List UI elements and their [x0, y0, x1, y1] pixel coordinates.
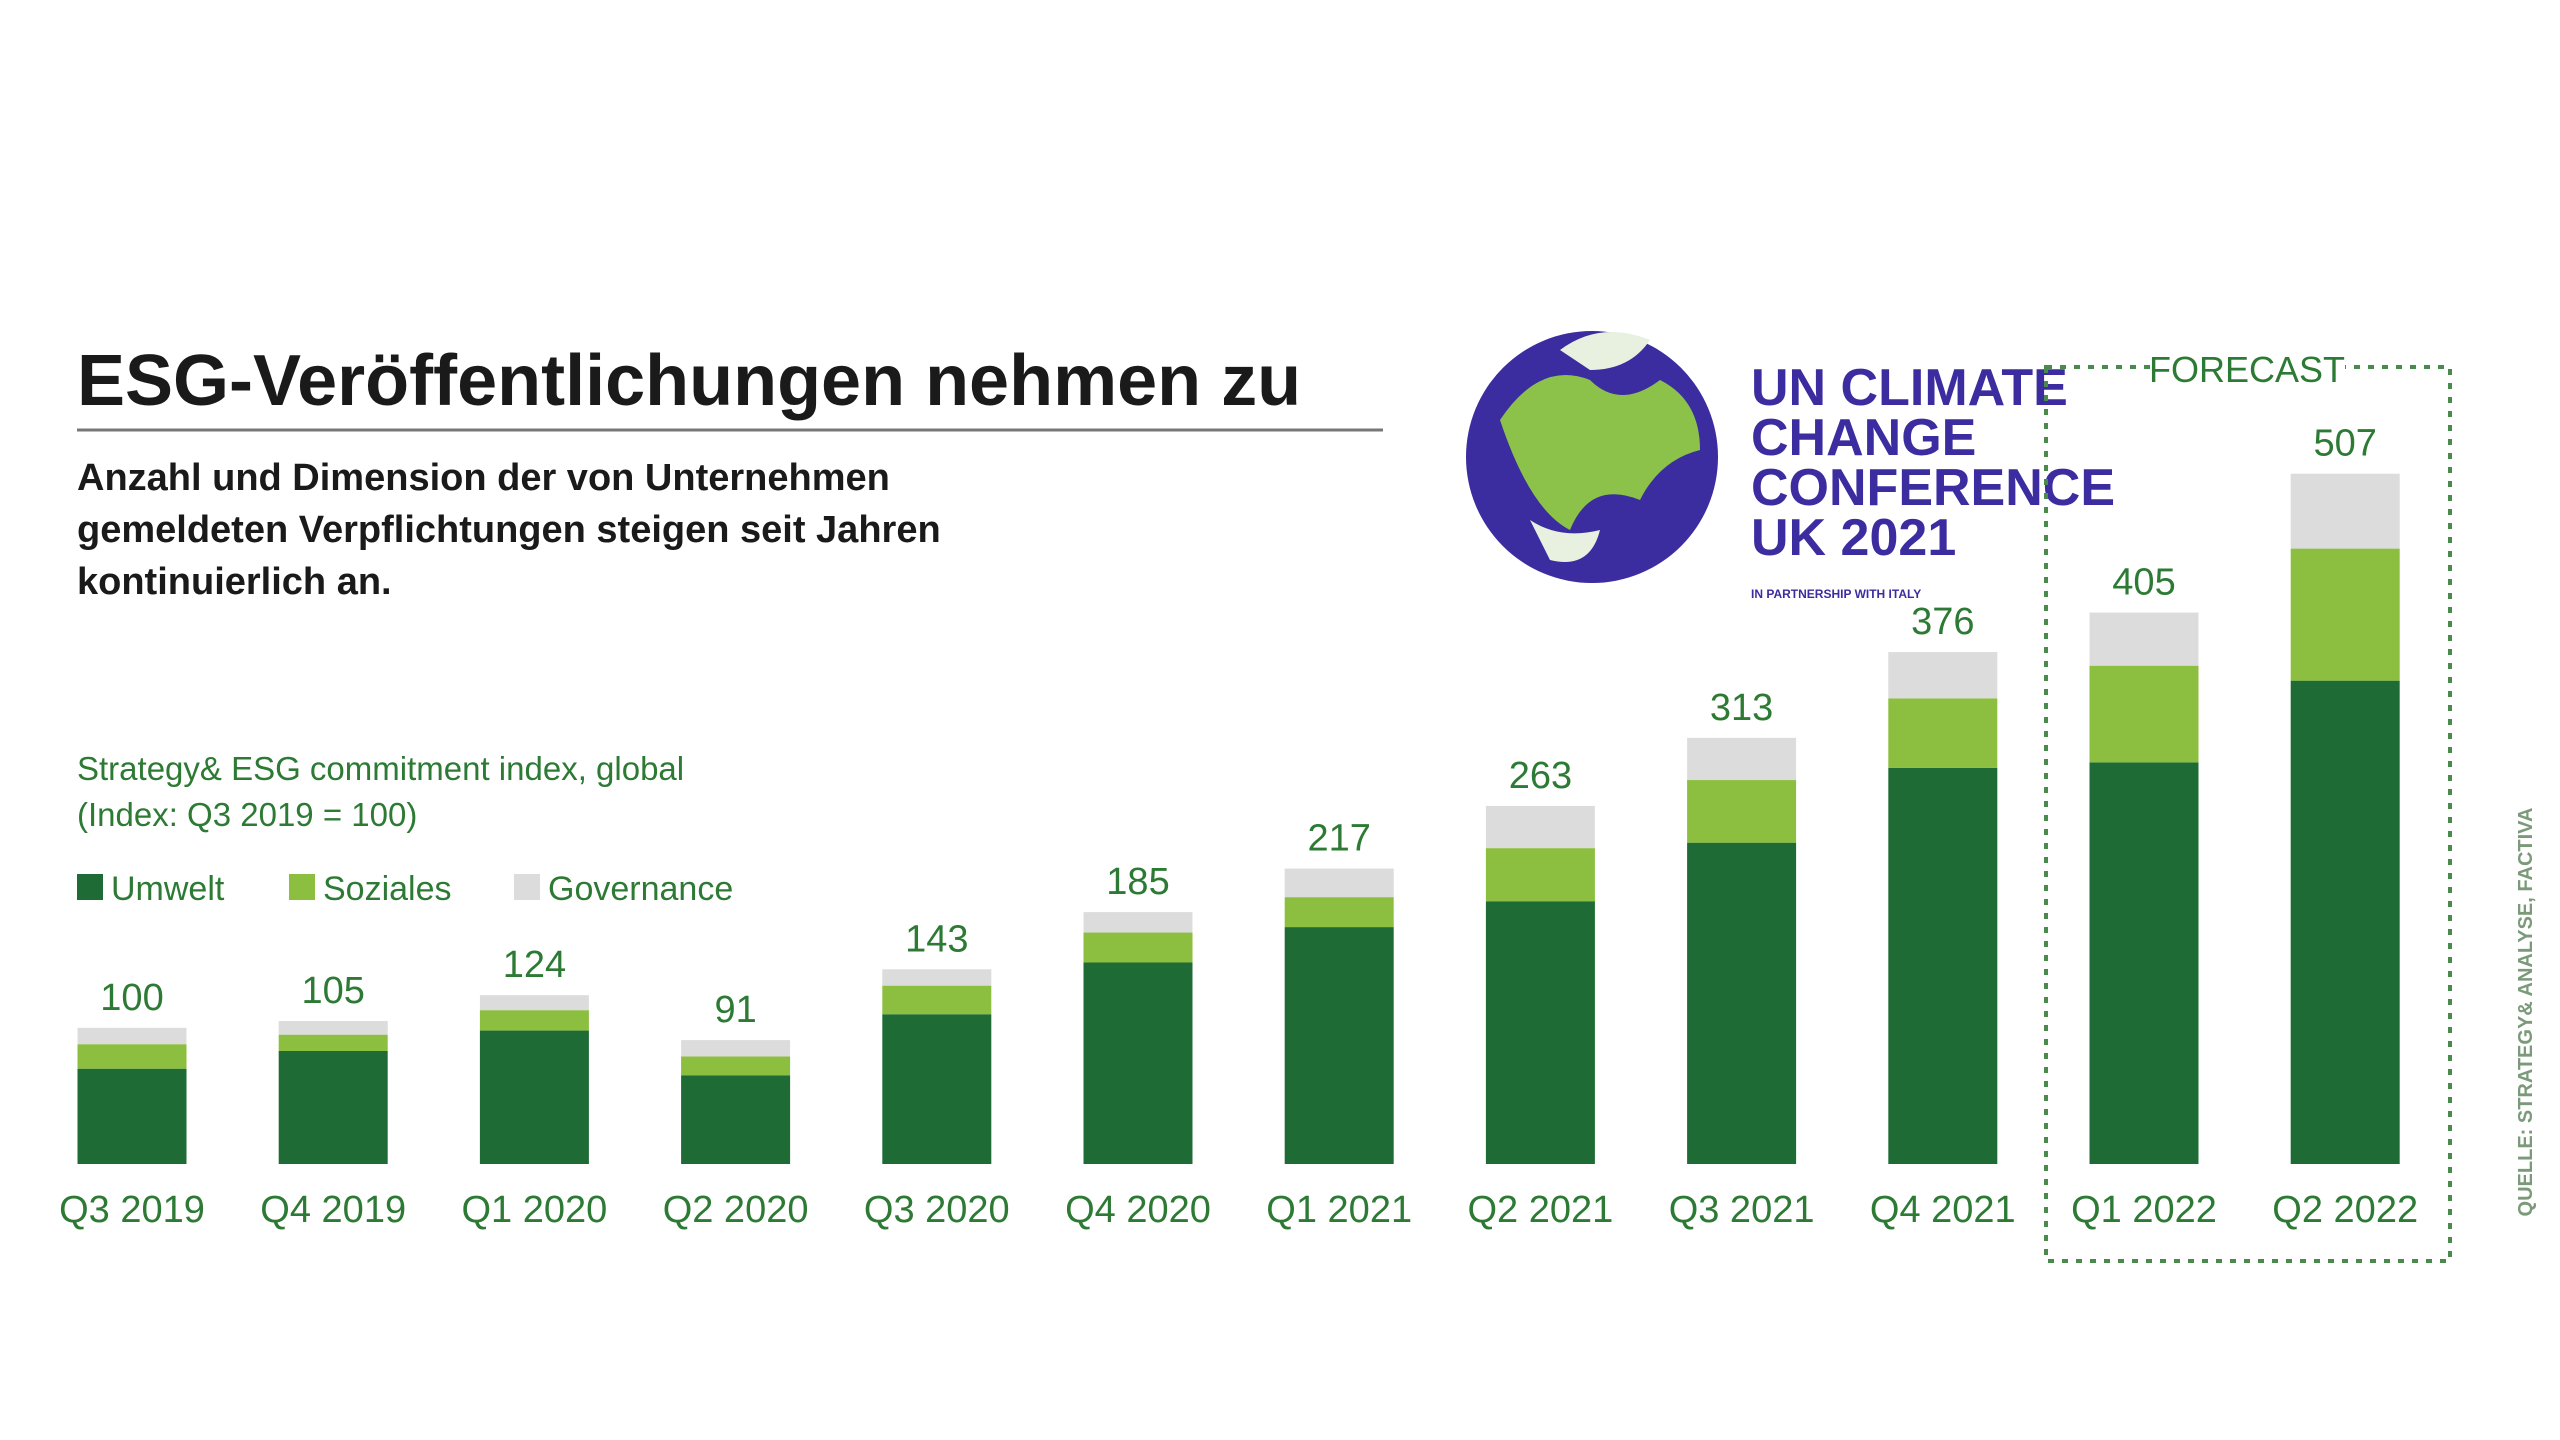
legend-label: Governance	[548, 870, 733, 908]
x-tick-label: Q1 2022	[2071, 1189, 2217, 1231]
bar-segment	[278, 1034, 388, 1051]
x-tick-label: Q3 2020	[864, 1189, 1010, 1231]
bar-segment	[882, 969, 992, 986]
bar-segment	[479, 995, 589, 1011]
bar-segment	[681, 1056, 791, 1076]
logo-text: CHANGE	[1751, 409, 1976, 467]
bar-segment	[1687, 842, 1797, 1164]
bar-segment	[77, 1068, 187, 1164]
x-tick-label: Q4 2021	[1870, 1189, 2016, 1231]
bar-segment	[1485, 848, 1595, 902]
total-label: 124	[503, 944, 566, 986]
x-tick-label: Q2 2021	[1468, 1189, 1614, 1231]
legend-label: Soziales	[323, 870, 452, 908]
bar-segment	[77, 1027, 187, 1045]
x-tick-label: Q2 2020	[663, 1189, 809, 1231]
subtitle: gemeldeten Verpflichtungen steigen seit …	[77, 509, 941, 551]
logo-text: UK 2021	[1751, 509, 1956, 567]
bar-segment	[278, 1021, 388, 1035]
total-label: 100	[100, 977, 163, 1019]
bar-segment	[1888, 698, 1998, 768]
total-label: 105	[301, 970, 364, 1012]
total-label: 217	[1307, 818, 1370, 860]
total-label: 185	[1106, 861, 1169, 903]
bar-segment	[882, 985, 992, 1015]
bar-segment	[1284, 927, 1394, 1164]
bar-segment	[1284, 897, 1394, 928]
globe-cloud	[1530, 332, 1650, 562]
x-tick-label: Q3 2021	[1669, 1189, 1815, 1231]
x-tick-label: Q4 2019	[260, 1189, 406, 1231]
legend-label: Umwelt	[111, 870, 225, 908]
bar-segment	[479, 1010, 589, 1031]
bar-segment	[681, 1075, 791, 1164]
bar-segment	[882, 1014, 992, 1164]
bar-segment	[1888, 652, 1998, 699]
source: QUELLE: STRATEGY& ANALYSE, FACTIVA	[2515, 808, 2537, 1217]
forecast-label: FORECAST	[2149, 349, 2345, 390]
total-label: 263	[1509, 755, 1572, 797]
logo-partner: IN PARTNERSHIP WITH ITALY	[1751, 587, 1921, 601]
logo-text: UN CLIMATE	[1751, 359, 2068, 417]
x-tick-label: Q3 2019	[59, 1189, 205, 1231]
subtitle: Anzahl und Dimension der von Unternehmen	[77, 457, 890, 499]
logo-text: CONFERENCE	[1751, 459, 2115, 517]
bar-segment	[1888, 767, 1998, 1164]
bar-segment	[1485, 901, 1595, 1164]
bar-segment	[1284, 868, 1394, 898]
total-label: 91	[714, 989, 756, 1031]
bar-segment	[1083, 912, 1193, 933]
x-tick-label: Q1 2021	[1266, 1189, 1412, 1231]
index-note: Strategy& ESG commitment index, global	[77, 750, 684, 787]
forecast-label-bg	[2150, 340, 2345, 390]
total-label: 405	[2112, 562, 2175, 604]
bar-segment	[1687, 737, 1797, 781]
total-label: 376	[1911, 601, 1974, 643]
bar-segment	[1083, 932, 1193, 963]
bar-segment	[278, 1050, 388, 1164]
total-label: 313	[1710, 687, 1773, 729]
bar-segment	[2089, 612, 2199, 666]
bar-segment	[1083, 962, 1193, 1164]
legend-swatch	[289, 874, 315, 900]
bar-segment	[2290, 548, 2400, 681]
bar-segment	[2290, 473, 2400, 549]
x-tick-label: Q4 2020	[1065, 1189, 1211, 1231]
total-label: 507	[2313, 423, 2376, 465]
x-tick-label: Q1 2020	[462, 1189, 608, 1231]
bar-segment	[2290, 680, 2400, 1164]
bar-segment	[1687, 780, 1797, 843]
legend-swatch	[77, 874, 103, 900]
bar-segment	[681, 1040, 791, 1057]
subtitle: kontinuierlich an.	[77, 561, 392, 603]
bar-segment	[77, 1044, 187, 1069]
index-note: (Index: Q3 2019 = 100)	[77, 796, 417, 833]
x-tick-label: Q2 2022	[2272, 1189, 2418, 1231]
legend-swatch	[514, 874, 540, 900]
total-label: 143	[905, 918, 968, 960]
bar-segment	[2089, 762, 2199, 1164]
bar-segment	[1485, 805, 1595, 849]
bar-segment	[479, 1030, 589, 1164]
chart-title: ESG-Veröffentlichungen nehmen zu	[77, 341, 1301, 421]
globe-land	[1500, 375, 1700, 530]
bar-segment	[2089, 665, 2199, 763]
